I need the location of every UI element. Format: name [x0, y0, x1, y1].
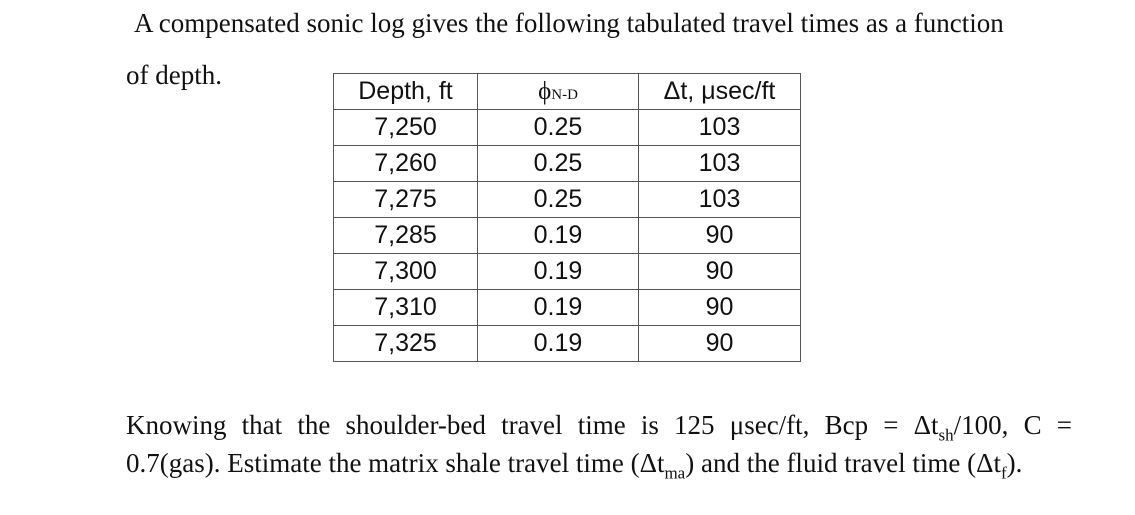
cell-travel-time: 103 — [638, 181, 801, 218]
cell-depth: 7,275 — [333, 181, 478, 218]
table-header-row: Depth, ft ϕN-D Δt, μsec/ft — [333, 73, 801, 110]
table-row: 7,250 0.25 103 — [333, 109, 801, 146]
question-line-2: 0.7(gas). Estimate the matrix shale trav… — [126, 448, 1022, 483]
cell-travel-time: 90 — [638, 289, 801, 326]
phi-subscript: N-D — [551, 86, 578, 103]
question-subscript-sh: sh — [938, 425, 954, 445]
question-line-1-text: Knowing that the shoulder-bed travel tim… — [126, 410, 939, 440]
cell-porosity: 0.19 — [477, 289, 639, 326]
cell-travel-time: 103 — [638, 109, 801, 146]
cell-travel-time: 90 — [638, 217, 801, 254]
question-subscript-f: f — [1001, 463, 1007, 483]
question-line-1: Knowing that the shoulder-bed travel tim… — [126, 410, 1072, 445]
cell-porosity: 0.25 — [477, 145, 639, 182]
table-row: 7,310 0.19 90 — [333, 289, 801, 326]
table-body: 7,250 0.25 103 7,260 0.25 103 7,275 0.25 103 7,28… — [333, 109, 801, 362]
table-row: 7,260 0.25 103 — [333, 145, 801, 182]
intro-text-line-2: of depth. — [126, 60, 222, 90]
cell-porosity: 0.19 — [477, 253, 639, 290]
phi-symbol: ϕ — [538, 77, 552, 105]
cell-depth: 7,260 — [333, 145, 478, 182]
header-travel-time: Δt, μsec/ft — [638, 73, 801, 110]
cell-porosity: 0.25 — [477, 181, 639, 218]
header-depth: Depth, ft — [333, 73, 478, 110]
sonic-log-table: Depth, ft ϕN-D Δt, μsec/ft 7,250 0.25 103 7… — [333, 73, 801, 362]
cell-travel-time: 103 — [638, 145, 801, 182]
cell-depth: 7,250 — [333, 109, 478, 146]
header-porosity: ϕN-D — [477, 73, 639, 110]
cell-porosity: 0.25 — [477, 109, 639, 146]
cell-depth: 7,300 — [333, 253, 478, 290]
table-row: 7,300 0.19 90 — [333, 253, 801, 290]
question-line-1-text-end: /100, C = — [953, 410, 1072, 440]
cell-porosity: 0.19 — [477, 217, 639, 254]
cell-travel-time: 90 — [638, 253, 801, 290]
question-subscript-ma: ma — [664, 463, 686, 483]
question-line-2-text: 0.7(gas). Estimate the matrix shale trav… — [126, 448, 665, 478]
table-row: 7,275 0.25 103 — [333, 181, 801, 218]
table-row: 7,325 0.19 90 — [333, 325, 801, 362]
cell-depth: 7,325 — [333, 325, 478, 362]
cell-porosity: 0.19 — [477, 325, 639, 362]
table-row: 7,285 0.19 90 — [333, 217, 801, 254]
cell-depth: 7,310 — [333, 289, 478, 326]
question-line-2-text-end: ). — [1006, 448, 1023, 478]
cell-depth: 7,285 — [333, 217, 478, 254]
intro-text-line-1: A compensated sonic log gives the follow… — [134, 8, 1004, 38]
cell-travel-time: 90 — [638, 325, 801, 362]
question-line-2-text-mid: ) and the fluid travel time (Δt — [685, 448, 1001, 478]
